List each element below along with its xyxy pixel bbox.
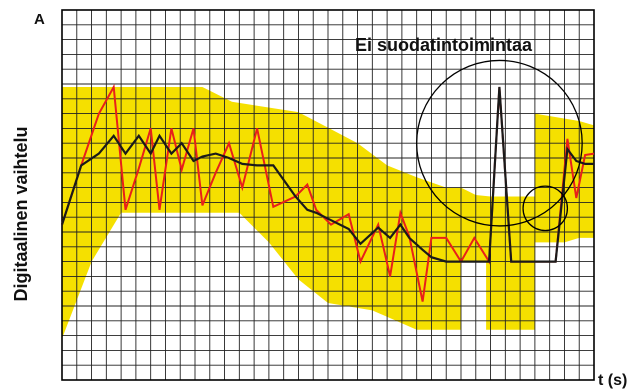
series-line-filtered-signal	[60, 86, 594, 263]
plot-area	[60, 9, 595, 381]
x-axis-label: t (s)	[598, 372, 627, 389]
highlight-circle-large	[416, 59, 583, 227]
highlight-circle-small	[522, 185, 569, 232]
corner-label: A	[34, 11, 45, 28]
annotation-label: Ei suodatintoimintaa	[355, 35, 533, 55]
plot-frame	[61, 9, 595, 381]
y-axis-label: Digitaalinen vaihtelu	[11, 126, 31, 301]
